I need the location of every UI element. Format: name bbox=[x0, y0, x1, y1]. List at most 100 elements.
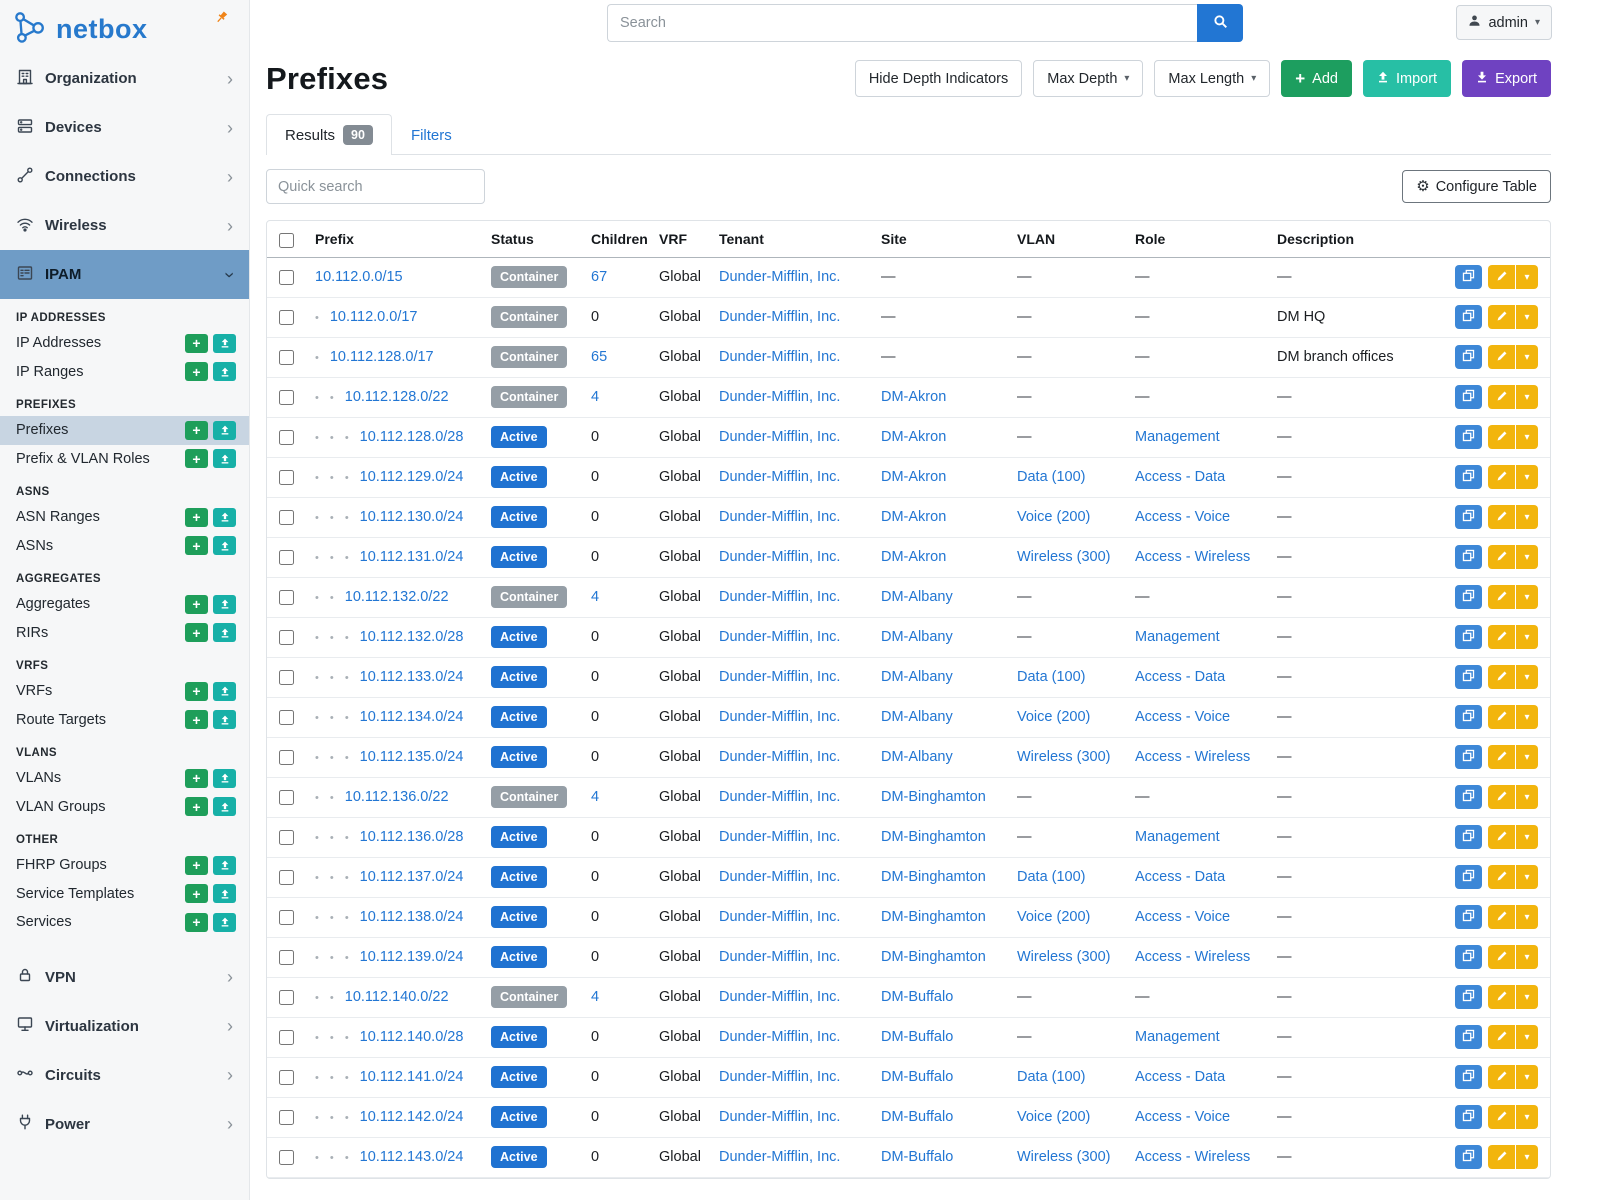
site-link[interactable]: DM-Albany bbox=[881, 629, 953, 646]
tenant-link[interactable]: Dunder-Mifflin, Inc. bbox=[719, 429, 841, 446]
sidebar-item-wireless[interactable]: Wireless › bbox=[0, 201, 249, 250]
row-checkbox[interactable] bbox=[279, 749, 294, 765]
quick-add-button[interactable]: + bbox=[185, 912, 208, 932]
copy-button[interactable] bbox=[1455, 425, 1482, 450]
add-button[interactable]: + Add bbox=[1281, 60, 1352, 97]
tenant-link[interactable]: Dunder-Mifflin, Inc. bbox=[719, 629, 841, 646]
site-link[interactable]: DM-Albany bbox=[881, 669, 953, 686]
role-link[interactable]: Management bbox=[1135, 1029, 1220, 1046]
edit-dropdown-button[interactable]: ▾ bbox=[1516, 385, 1538, 410]
tenant-link[interactable]: Dunder-Mifflin, Inc. bbox=[719, 1069, 841, 1086]
role-link[interactable]: Access - Wireless bbox=[1135, 549, 1251, 566]
sidebar-item-route-targets[interactable]: Route Targets + bbox=[0, 706, 249, 735]
user-menu[interactable]: admin ▾ bbox=[1456, 5, 1552, 40]
copy-button[interactable] bbox=[1455, 545, 1482, 570]
prefix-link[interactable]: 10.112.135.0/24 bbox=[359, 749, 464, 766]
vlan-link[interactable]: Wireless (300) bbox=[1017, 549, 1111, 566]
role-link[interactable]: Access - Voice bbox=[1135, 509, 1231, 526]
export-button[interactable]: Export bbox=[1462, 60, 1551, 97]
netbox-logo[interactable]: netbox bbox=[0, 0, 249, 54]
site-link[interactable]: DM-Buffalo bbox=[881, 989, 954, 1006]
role-link[interactable]: Access - Wireless bbox=[1135, 749, 1251, 766]
column-header-description[interactable]: Description bbox=[1269, 221, 1438, 258]
sidebar-item-rirs[interactable]: RIRs + bbox=[0, 619, 249, 648]
edit-button[interactable] bbox=[1488, 985, 1515, 1010]
site-link[interactable]: DM-Akron bbox=[881, 429, 947, 446]
site-link[interactable]: DM-Buffalo bbox=[881, 1069, 954, 1086]
vlan-link[interactable]: Voice (200) bbox=[1017, 909, 1091, 926]
sidebar-item-devices[interactable]: Devices › bbox=[0, 103, 249, 152]
edit-dropdown-button[interactable]: ▾ bbox=[1516, 545, 1538, 570]
copy-button[interactable] bbox=[1455, 585, 1482, 610]
copy-button[interactable] bbox=[1455, 625, 1482, 650]
tenant-link[interactable]: Dunder-Mifflin, Inc. bbox=[719, 349, 841, 366]
role-link[interactable]: Access - Voice bbox=[1135, 1109, 1231, 1126]
row-checkbox[interactable] bbox=[279, 509, 294, 525]
sidebar-item-ipam[interactable]: IPAM › bbox=[0, 250, 249, 299]
edit-dropdown-button[interactable]: ▾ bbox=[1516, 705, 1538, 730]
vlan-link[interactable]: Wireless (300) bbox=[1017, 1149, 1111, 1166]
tenant-link[interactable]: Dunder-Mifflin, Inc. bbox=[719, 269, 841, 286]
quick-add-button[interactable]: + bbox=[185, 420, 208, 440]
copy-button[interactable] bbox=[1455, 265, 1482, 290]
copy-button[interactable] bbox=[1455, 825, 1482, 850]
prefix-link[interactable]: 10.112.137.0/24 bbox=[359, 869, 464, 886]
children-link[interactable]: 4 bbox=[591, 389, 600, 406]
sidebar-item-asns[interactable]: ASNs + bbox=[0, 532, 249, 561]
site-link[interactable]: DM-Albany bbox=[881, 589, 953, 606]
role-link[interactable]: Access - Data bbox=[1135, 1069, 1226, 1086]
quick-add-button[interactable]: + bbox=[185, 594, 208, 614]
edit-button[interactable] bbox=[1488, 625, 1515, 650]
select-all-checkbox[interactable] bbox=[279, 232, 294, 248]
edit-dropdown-button[interactable]: ▾ bbox=[1516, 305, 1538, 330]
quick-add-button[interactable]: + bbox=[185, 623, 208, 643]
quick-import-button[interactable] bbox=[213, 362, 236, 382]
quick-import-button[interactable] bbox=[213, 797, 236, 817]
quick-import-button[interactable] bbox=[213, 768, 236, 788]
sidebar-item-fhrp-groups[interactable]: FHRP Groups + bbox=[0, 851, 249, 880]
quick-import-button[interactable] bbox=[213, 855, 236, 875]
search-button[interactable] bbox=[1197, 4, 1243, 42]
row-checkbox[interactable] bbox=[279, 1149, 294, 1165]
site-link[interactable]: DM-Buffalo bbox=[881, 1029, 954, 1046]
copy-button[interactable] bbox=[1455, 505, 1482, 530]
sidebar-item-power[interactable]: Power › bbox=[0, 1100, 249, 1149]
role-link[interactable]: Access - Wireless bbox=[1135, 949, 1251, 966]
edit-button[interactable] bbox=[1488, 1105, 1515, 1130]
prefix-link[interactable]: 10.112.132.0/22 bbox=[344, 589, 449, 606]
column-header-site[interactable]: Site bbox=[873, 221, 1009, 258]
quick-import-button[interactable] bbox=[213, 449, 236, 469]
row-checkbox[interactable] bbox=[279, 989, 294, 1005]
vlan-link[interactable]: Data (100) bbox=[1017, 469, 1086, 486]
children-link[interactable]: 4 bbox=[591, 589, 600, 606]
edit-dropdown-button[interactable]: ▾ bbox=[1516, 665, 1538, 690]
edit-button[interactable] bbox=[1488, 1065, 1515, 1090]
edit-dropdown-button[interactable]: ▾ bbox=[1516, 945, 1538, 970]
edit-button[interactable] bbox=[1488, 425, 1515, 450]
vlan-link[interactable]: Wireless (300) bbox=[1017, 749, 1111, 766]
quick-import-button[interactable] bbox=[213, 507, 236, 527]
edit-button[interactable] bbox=[1488, 505, 1515, 530]
copy-button[interactable] bbox=[1455, 1145, 1482, 1170]
sidebar-item-services[interactable]: Services + bbox=[0, 908, 249, 937]
tenant-link[interactable]: Dunder-Mifflin, Inc. bbox=[719, 949, 841, 966]
edit-dropdown-button[interactable]: ▾ bbox=[1516, 425, 1538, 450]
row-checkbox[interactable] bbox=[279, 269, 294, 285]
column-header-children[interactable]: Children bbox=[583, 221, 651, 258]
vlan-link[interactable]: Voice (200) bbox=[1017, 709, 1091, 726]
prefix-link[interactable]: 10.112.134.0/24 bbox=[359, 709, 464, 726]
copy-button[interactable] bbox=[1455, 985, 1482, 1010]
row-checkbox[interactable] bbox=[279, 869, 294, 885]
edit-button[interactable] bbox=[1488, 545, 1515, 570]
children-link[interactable]: 4 bbox=[591, 789, 600, 806]
sidebar-item-circuits[interactable]: Circuits › bbox=[0, 1051, 249, 1100]
edit-button[interactable] bbox=[1488, 385, 1515, 410]
prefix-link[interactable]: 10.112.131.0/24 bbox=[359, 549, 464, 566]
row-checkbox[interactable] bbox=[279, 549, 294, 565]
copy-button[interactable] bbox=[1455, 665, 1482, 690]
site-link[interactable]: DM-Albany bbox=[881, 749, 953, 766]
tenant-link[interactable]: Dunder-Mifflin, Inc. bbox=[719, 389, 841, 406]
row-checkbox[interactable] bbox=[279, 909, 294, 925]
row-checkbox[interactable] bbox=[279, 829, 294, 845]
quick-add-button[interactable]: + bbox=[185, 536, 208, 556]
